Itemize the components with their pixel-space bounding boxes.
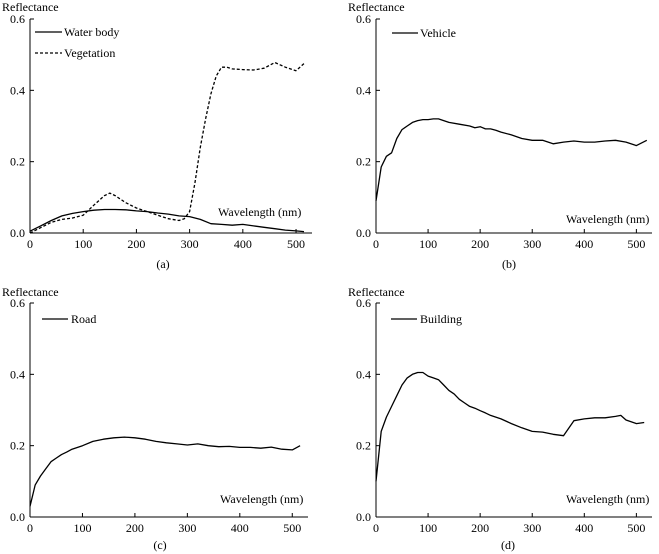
y-tick-label: 0.6 — [10, 296, 25, 310]
x-tick-label: 400 — [231, 521, 249, 535]
series-line-vegetation — [29, 61, 305, 234]
x-tick-label: 500 — [627, 237, 645, 251]
series-line-building — [375, 371, 645, 482]
series-layer — [29, 436, 301, 507]
y-tick-label: 0.2 — [356, 155, 371, 169]
axis-ticks: 0.0 0.2 0.4 0.6 0 100 200 300 400 500 — [356, 296, 652, 535]
y-axis-label: Reflectance — [348, 0, 405, 14]
axis-ticks: 0.0 0.2 0.4 0.6 0 100 200 300 400 500 — [356, 12, 652, 251]
y-tick-label: 0.0 — [10, 226, 25, 240]
y-tick-label: 0.0 — [10, 510, 25, 524]
x-tick-label: 100 — [74, 237, 92, 251]
panel-label: (c) — [153, 538, 166, 552]
chart-panel-a: Reflectance 0.0 0.2 0.4 0.6 0 100 200 300 400 500… — [2, 0, 312, 271]
legend-label-vegetation: Vegetation — [64, 46, 115, 60]
y-tick-label: 0.6 — [356, 296, 371, 310]
x-tick-label: 200 — [471, 237, 489, 251]
x-tick-label: 400 — [575, 237, 593, 251]
x-tick-label: 200 — [127, 237, 145, 251]
y-axis-label: Reflectance — [2, 0, 59, 14]
legend: Building — [391, 312, 462, 326]
legend: Road — [42, 312, 96, 326]
x-tick-label: 500 — [627, 521, 645, 535]
x-tick-label: 0 — [27, 521, 33, 535]
x-tick-label: 100 — [419, 237, 437, 251]
x-tick-label: 400 — [234, 237, 252, 251]
y-tick-label: 0.6 — [356, 12, 371, 26]
x-tick-label: 400 — [575, 521, 593, 535]
panel-label: (a) — [156, 257, 169, 271]
legend-label-water-body: Water body — [64, 25, 119, 39]
y-tick-label: 0.2 — [356, 439, 371, 453]
x-tick-label: 500 — [283, 521, 301, 535]
chart-panel-b: Reflectance 0.0 0.2 0.4 0.6 0 100 200 300 400 500… — [348, 0, 652, 271]
x-axis-label: Wavelength (nm) — [566, 212, 649, 226]
chart-panel-d: Reflectance 0.0 0.2 0.4 0.6 0 100 200 300 400 500… — [348, 285, 652, 552]
legend: Vehicle — [392, 26, 456, 40]
y-axis-label: Reflectance — [2, 285, 59, 299]
series-layer — [375, 371, 645, 482]
series-line-vehicle — [375, 118, 648, 201]
y-tick-label: 0.2 — [10, 439, 25, 453]
x-tick-label: 300 — [181, 237, 199, 251]
panel-label: (b) — [502, 257, 516, 271]
y-tick-label: 0.0 — [356, 510, 371, 524]
legend-label-building: Building — [420, 312, 462, 326]
x-axis-label: Wavelength (nm) — [218, 205, 301, 219]
y-tick-label: 0.4 — [10, 367, 25, 381]
y-tick-label: 0.0 — [356, 226, 371, 240]
x-axis-label: Wavelength (nm) — [566, 492, 649, 506]
axis-ticks: 0.0 0.2 0.4 0.6 0 100 200 300 400 500 — [10, 12, 312, 251]
y-tick-label: 0.4 — [356, 83, 371, 97]
legend-label-road: Road — [71, 312, 96, 326]
x-tick-label: 100 — [73, 521, 91, 535]
x-tick-label: 0 — [373, 237, 379, 251]
x-tick-label: 300 — [523, 237, 541, 251]
y-axis-label: Reflectance — [348, 285, 405, 299]
series-line-water-body — [29, 208, 305, 233]
chart-panel-c: Reflectance 0.0 0.2 0.4 0.6 0 100 200 300 400 500… — [2, 285, 308, 552]
legend: Water body Vegetation — [35, 25, 119, 60]
y-tick-label: 0.6 — [10, 12, 25, 26]
legend-label-vehicle: Vehicle — [420, 26, 456, 40]
series-layer — [375, 118, 648, 201]
y-tick-label: 0.4 — [10, 83, 25, 97]
y-tick-label: 0.4 — [356, 367, 371, 381]
x-tick-label: 200 — [471, 521, 489, 535]
series-line-road — [29, 436, 301, 507]
x-tick-label: 300 — [523, 521, 541, 535]
x-tick-label: 500 — [287, 237, 305, 251]
x-tick-label: 200 — [126, 521, 144, 535]
x-tick-label: 0 — [373, 521, 379, 535]
series-layer — [29, 61, 305, 234]
x-axis-label: Wavelength (nm) — [220, 492, 303, 506]
axis-ticks: 0.0 0.2 0.4 0.6 0 100 200 300 400 500 — [10, 296, 308, 535]
x-tick-label: 100 — [419, 521, 437, 535]
panel-label: (d) — [501, 538, 515, 552]
x-tick-label: 300 — [178, 521, 196, 535]
y-tick-label: 0.2 — [10, 155, 25, 169]
x-tick-label: 0 — [27, 237, 33, 251]
